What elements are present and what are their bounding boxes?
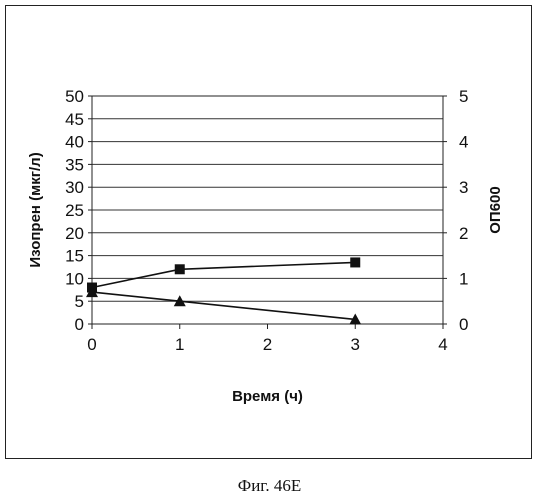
y-tick-label: 25: [65, 201, 84, 220]
y-axis-right: 0 1 2 3 4 5: [443, 87, 468, 334]
x-tick-label: 1: [175, 335, 184, 354]
y-tick-label: 0: [75, 315, 84, 334]
y-tick-label: 50: [65, 87, 84, 106]
x-axis-label: Время (ч): [232, 388, 303, 405]
y-tick-label: 15: [65, 247, 84, 266]
x-tick-label: 0: [87, 335, 96, 354]
y-tick-label: 40: [65, 133, 84, 152]
y-tick-label: 35: [65, 155, 84, 174]
y-tick-label: 30: [65, 178, 84, 197]
series-layer: [86, 257, 361, 324]
y-axis-label: Изопрен (мкг/л): [27, 152, 44, 267]
series-1-point: [175, 264, 185, 274]
series-1-line: [92, 262, 355, 287]
y-tick-label: 45: [65, 110, 84, 129]
y-right-tick-label: 1: [459, 269, 468, 288]
x-tick-label: 4: [438, 335, 447, 354]
chart: 05101520253035404550 012345 01234 Изопре…: [6, 6, 533, 460]
y-right-tick-label: 5: [459, 87, 468, 106]
y-right-tick-label: 4: [459, 133, 468, 152]
series-1-point: [350, 257, 360, 267]
chart-frame: 05101520253035404550 012345 01234 Изопре…: [5, 5, 532, 459]
y-axis-right-label: ОП600: [487, 186, 504, 233]
series-2-line: [92, 292, 355, 319]
x-axis: 0 1 2 3 4: [87, 324, 447, 354]
gridlines: [92, 96, 443, 324]
figure-caption: Фиг. 46E: [0, 476, 539, 496]
y-right-tick-label: 3: [459, 178, 468, 197]
y-tick-label: 10: [65, 269, 84, 288]
y-right-tick-label: 2: [459, 224, 468, 243]
x-tick-label: 3: [351, 335, 360, 354]
y-tick-label: 5: [75, 292, 84, 311]
x-tick-label: 2: [263, 335, 272, 354]
y-tick-label: 20: [65, 224, 84, 243]
y-right-tick-label: 0: [459, 315, 468, 334]
